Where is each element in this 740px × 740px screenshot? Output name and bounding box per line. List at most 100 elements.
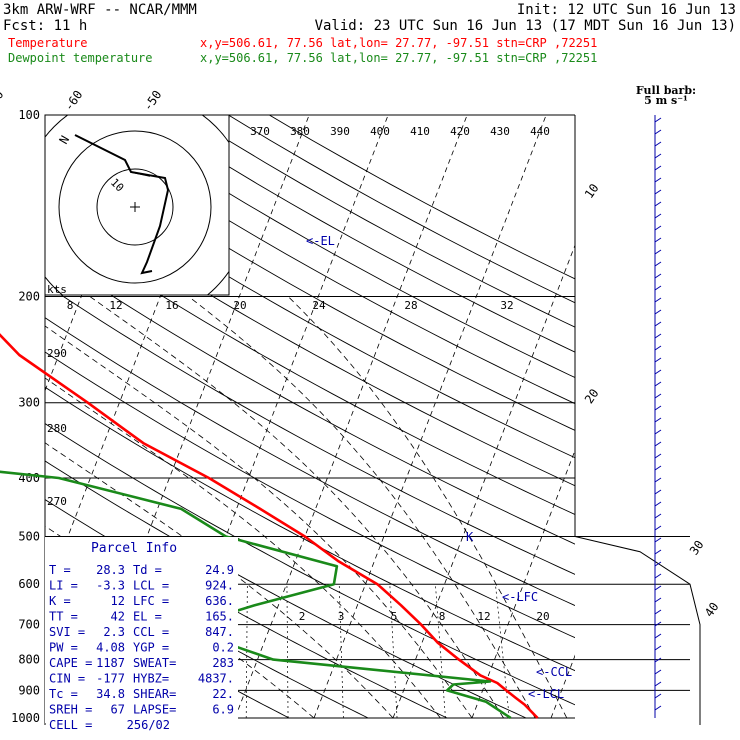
pressure-tick-label: 300 bbox=[18, 396, 40, 410]
wind-barb bbox=[654, 573, 662, 579]
wind-barb bbox=[654, 189, 662, 195]
parcel-key-right: EL = bbox=[133, 610, 162, 624]
wind-barb bbox=[654, 513, 662, 519]
pressure-tick-label: 900 bbox=[18, 683, 40, 697]
moist-adiabat bbox=[188, 296, 536, 719]
wind-barb bbox=[654, 633, 662, 639]
wind-barb bbox=[654, 681, 662, 687]
dry-adiabat bbox=[45, 158, 575, 459]
dry-adiabat bbox=[105, 115, 575, 379]
mixing-ratio-line bbox=[435, 584, 446, 719]
parcel-value-left: 2.3 bbox=[103, 625, 125, 639]
theta-left-label: 270 bbox=[47, 495, 67, 508]
mixing-ratio-label: 5 bbox=[391, 610, 398, 623]
hodograph-trace bbox=[74, 134, 170, 275]
wind-barb bbox=[654, 597, 662, 603]
theta-tick-label: 390 bbox=[330, 125, 350, 138]
dry-adiabat bbox=[45, 129, 575, 431]
wind-barb bbox=[654, 285, 662, 291]
wind-barbs bbox=[654, 115, 662, 718]
parcel-key-right: LAPSE= bbox=[133, 703, 176, 717]
mixing-ratio-line bbox=[389, 584, 398, 719]
parcel-box-bg bbox=[45, 537, 238, 723]
pressure-tick-label: 500 bbox=[18, 529, 40, 543]
wind-barb bbox=[654, 117, 662, 123]
wind-barb bbox=[654, 693, 662, 699]
parcel-key-right: SHEAR= bbox=[133, 687, 176, 701]
level-annotation: <-LCL bbox=[528, 687, 564, 701]
hodograph-rings bbox=[45, 115, 229, 295]
wind-barb bbox=[654, 669, 662, 675]
hodograph-speed-label: 28 bbox=[404, 299, 417, 312]
hodograph-speed-label: 8 bbox=[67, 299, 74, 312]
dry-adiabat bbox=[45, 423, 575, 706]
parcel-key-left: TT = bbox=[49, 610, 78, 624]
wind-barb bbox=[654, 477, 662, 483]
parcel-value-right: 0.2 bbox=[212, 641, 234, 655]
hodograph-ring bbox=[96, 168, 174, 246]
isotherm-tick-label: 40 bbox=[702, 600, 722, 620]
wind-barb bbox=[654, 621, 662, 627]
wind-barb bbox=[654, 525, 662, 531]
parcel-marker: K bbox=[466, 530, 474, 544]
parcel-value-left: 67 bbox=[111, 703, 125, 717]
wind-barb bbox=[654, 297, 662, 303]
temperature-legend: Temperature bbox=[8, 36, 87, 50]
axis-labels: 1002003004005006007008009001000-80-70-60… bbox=[0, 88, 722, 725]
theta-tick-label: 410 bbox=[410, 125, 430, 138]
isotherm-line bbox=[630, 115, 740, 718]
wind-barb bbox=[654, 345, 662, 351]
parcel-key-left: SVI = bbox=[49, 625, 85, 639]
parcel-key-left: CELL = bbox=[49, 718, 92, 732]
parcel-key-right: SWEAT= bbox=[133, 656, 176, 670]
wind-barb bbox=[654, 549, 662, 555]
dry-adiabat bbox=[228, 115, 575, 304]
wind-barb bbox=[654, 561, 662, 567]
hodograph-ring bbox=[58, 130, 212, 284]
parcel-key-right: LFC = bbox=[133, 594, 169, 608]
level-annotation: <-LFC bbox=[502, 590, 538, 604]
moist-adiabat bbox=[287, 296, 568, 719]
wind-barb bbox=[654, 369, 662, 375]
isotherm-tick-label: -60 bbox=[62, 88, 86, 114]
theta-tick-label: 380 bbox=[290, 125, 310, 138]
parcel-key-right: LCL = bbox=[133, 579, 169, 593]
wind-barb bbox=[654, 441, 662, 447]
parcel-key-left: PW = bbox=[49, 641, 78, 655]
hodograph-trace-hook bbox=[130, 171, 151, 177]
parcel-key-left: CIN = bbox=[49, 672, 85, 686]
isotherm-line bbox=[392, 244, 575, 719]
wind-barb bbox=[654, 225, 662, 231]
pressure-tick-label: 600 bbox=[18, 577, 40, 591]
isotherm-tick-label: 10 bbox=[582, 181, 602, 201]
isotherm-line bbox=[471, 449, 575, 719]
wind-barb bbox=[654, 153, 662, 159]
pressure-tick-label: 100 bbox=[18, 108, 40, 122]
parcel-value-left: 12 bbox=[111, 594, 125, 608]
wind-barb bbox=[654, 273, 662, 279]
parcel-value-left: 28.3 bbox=[96, 563, 125, 577]
wind-barb bbox=[654, 405, 662, 411]
moist-adiabat bbox=[45, 442, 394, 719]
mixing-ratio-label: 2 bbox=[299, 610, 306, 623]
wind-barb bbox=[654, 249, 662, 255]
wind-barb bbox=[654, 705, 662, 711]
mixing-ratio-label: 12 bbox=[477, 610, 490, 623]
full-barb-units: 5 m s⁻¹ bbox=[644, 94, 688, 107]
wind-barb bbox=[654, 333, 662, 339]
wind-barb bbox=[654, 489, 662, 495]
dewpoint-location: x,y=506.61, 77.56 lat,lon= 27.77, -97.51… bbox=[200, 51, 597, 65]
parcel-value-right: 283 bbox=[212, 656, 234, 670]
temperature-trace bbox=[0, 333, 539, 719]
wind-barb bbox=[654, 645, 662, 651]
temperature-location: x,y=506.61, 77.56 lat,lon= 27.77, -97.51… bbox=[200, 36, 597, 50]
wind-barb bbox=[654, 321, 662, 327]
parcel-value-right: 24.9 bbox=[205, 563, 234, 577]
wind-barb bbox=[654, 465, 662, 471]
dry-adiabat bbox=[45, 188, 575, 487]
dry-adiabat bbox=[45, 317, 575, 607]
dry-adiabat bbox=[45, 386, 575, 672]
theta-tick-label: 370 bbox=[250, 125, 270, 138]
hodograph-box bbox=[44, 114, 230, 296]
isotherm-tick-label: -70 bbox=[0, 88, 6, 114]
